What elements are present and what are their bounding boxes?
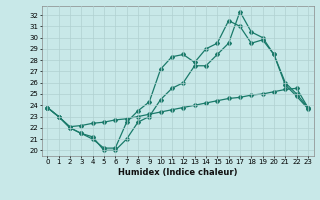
X-axis label: Humidex (Indice chaleur): Humidex (Indice chaleur) xyxy=(118,168,237,177)
